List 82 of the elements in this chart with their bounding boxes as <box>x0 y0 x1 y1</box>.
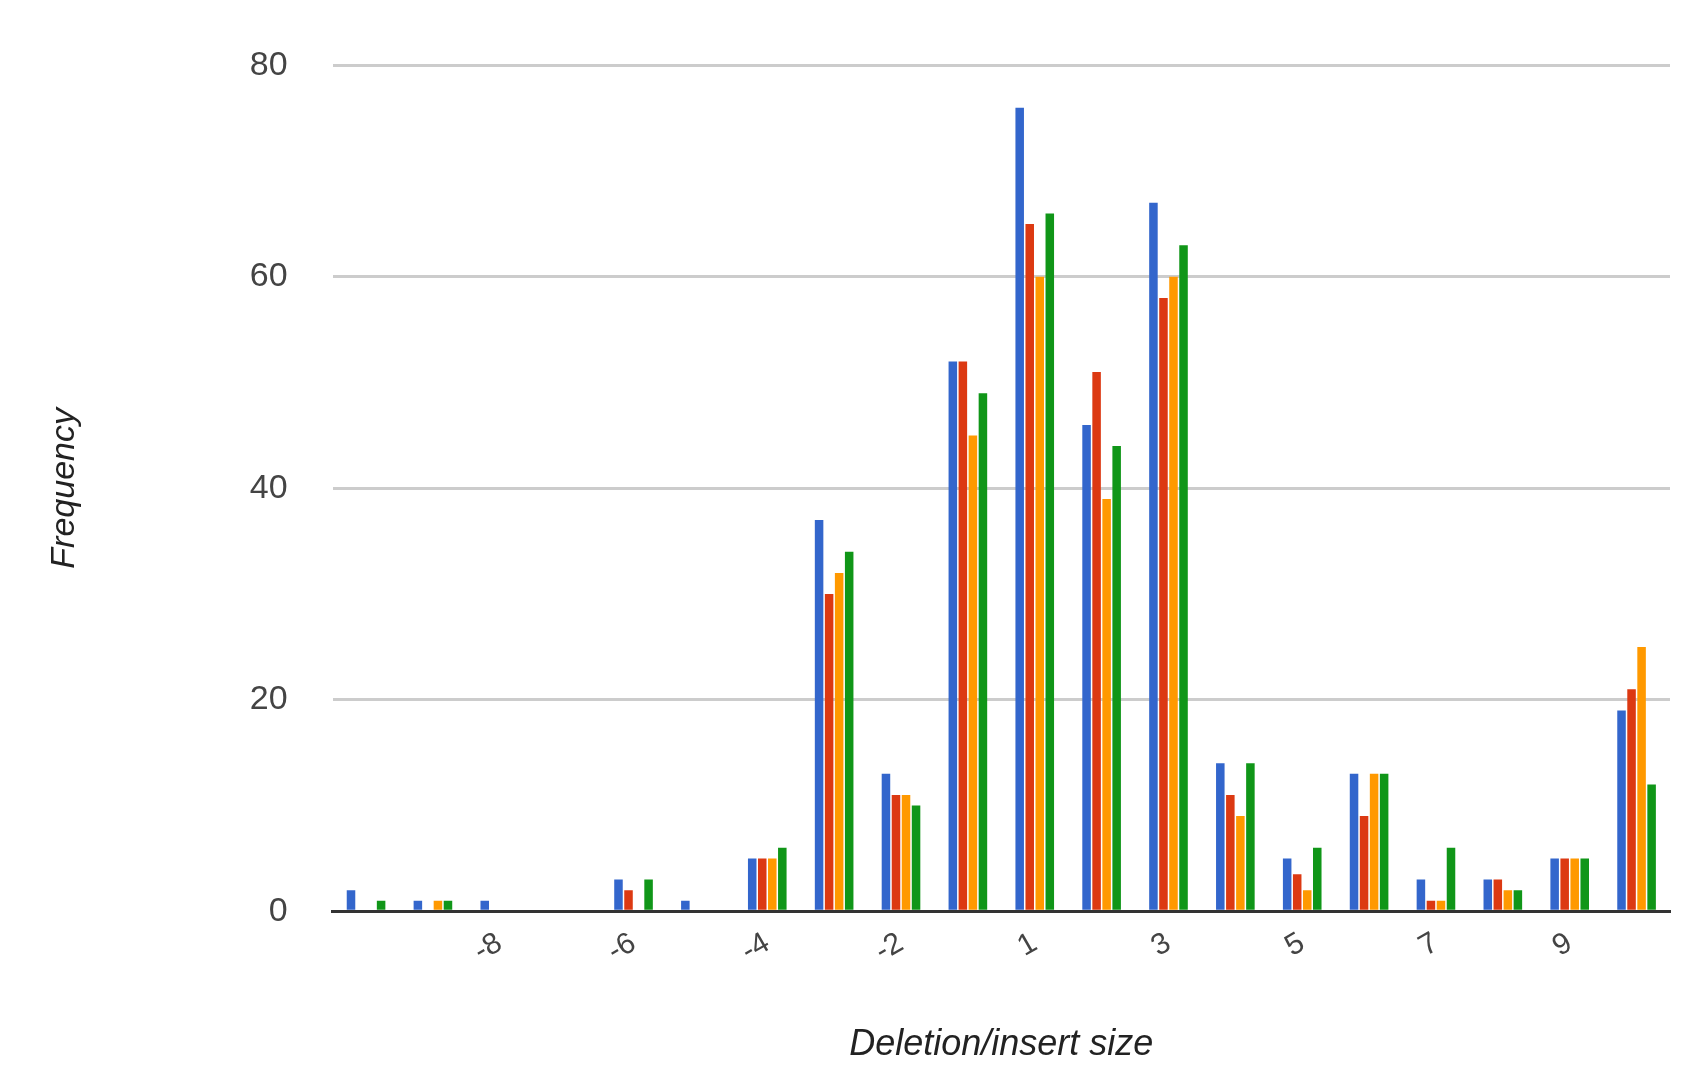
bar <box>1216 763 1225 910</box>
x-tick-label: 5 <box>1278 924 1310 962</box>
bar <box>1236 816 1245 910</box>
x-tick-label: -4 <box>734 924 775 967</box>
bar <box>1580 858 1590 910</box>
y-tick-label: 0 <box>268 889 288 928</box>
bar <box>1112 446 1121 910</box>
bar <box>433 900 443 910</box>
bar <box>1550 858 1559 910</box>
bar <box>1035 276 1045 910</box>
bar <box>1436 900 1446 910</box>
bar <box>1169 276 1178 910</box>
bar <box>1102 498 1111 910</box>
bar <box>978 393 988 910</box>
bar <box>376 900 386 910</box>
bar <box>1560 858 1569 910</box>
bar <box>834 572 844 910</box>
y-tick-label: 40 <box>249 466 288 505</box>
x-tick-label: -2 <box>868 924 909 967</box>
bar <box>1637 646 1646 910</box>
x-tick-label: -8 <box>467 924 507 967</box>
bar <box>1426 900 1436 910</box>
bar <box>814 520 824 910</box>
x-tick-label: 9 <box>1545 924 1577 962</box>
bar <box>1082 424 1091 910</box>
x-tick-label: 1 <box>1010 924 1042 962</box>
bar <box>480 900 490 910</box>
bar <box>1369 773 1379 910</box>
bar <box>1159 298 1168 910</box>
bar <box>1015 107 1024 910</box>
bar <box>747 858 757 910</box>
y-axis-title: Frequency <box>42 406 81 569</box>
bar <box>1092 372 1101 910</box>
y-tick-label: 20 <box>249 678 288 717</box>
bar <box>1493 879 1503 910</box>
bar <box>1349 773 1359 910</box>
bar <box>1483 879 1493 910</box>
bar <box>1045 213 1055 910</box>
bar <box>1313 847 1322 910</box>
bar <box>844 551 854 910</box>
bar <box>1617 710 1626 910</box>
bar <box>824 594 834 910</box>
bar <box>958 361 968 910</box>
bar <box>1570 858 1579 910</box>
bar <box>1226 794 1235 910</box>
bar <box>346 890 356 910</box>
bar <box>1179 245 1188 910</box>
bar <box>1282 858 1292 910</box>
bar <box>1025 224 1034 910</box>
bar <box>1416 879 1426 910</box>
bar <box>614 879 623 910</box>
bar <box>1292 874 1302 910</box>
bar <box>1513 890 1523 910</box>
bar <box>1359 816 1369 910</box>
bar <box>413 900 423 910</box>
bar <box>1446 847 1456 910</box>
bar <box>681 900 690 910</box>
bar <box>1246 763 1255 910</box>
bar <box>1379 773 1389 910</box>
bar <box>757 858 767 910</box>
bar <box>911 805 921 910</box>
bar <box>1647 784 1656 910</box>
bar <box>1503 890 1513 910</box>
bar <box>968 435 978 910</box>
bar <box>624 890 633 910</box>
bar <box>443 900 453 910</box>
bar <box>1627 689 1636 910</box>
bar <box>891 794 901 910</box>
bar <box>901 794 911 910</box>
y-tick-label: 60 <box>249 255 288 294</box>
bar <box>768 858 777 910</box>
bar <box>778 847 787 910</box>
x-axis-title: Deletion/insert size <box>849 1022 1154 1064</box>
x-tick-label: -6 <box>601 924 641 967</box>
bar <box>1302 890 1312 910</box>
x-tick-label: 3 <box>1144 924 1176 962</box>
bar <box>881 773 891 910</box>
bar <box>644 879 653 910</box>
x-tick-label: 7 <box>1412 924 1444 962</box>
y-tick-label: 80 <box>249 43 288 82</box>
bar <box>948 361 958 910</box>
bar <box>1149 202 1158 910</box>
